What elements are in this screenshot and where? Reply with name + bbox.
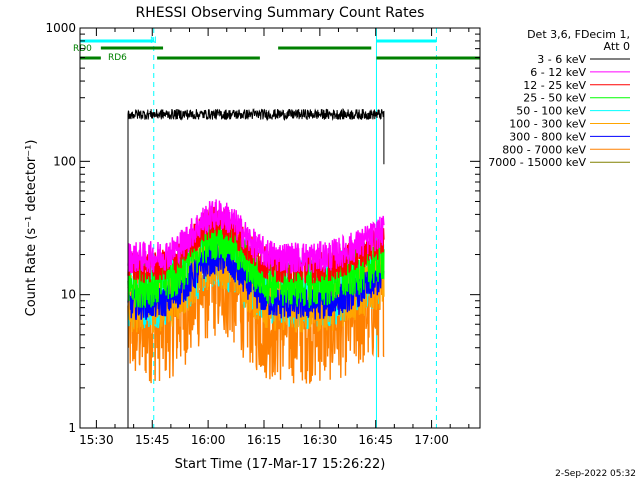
y-tick-label-1: 10 bbox=[61, 288, 76, 302]
x-tick-label-6: 17:00 bbox=[414, 433, 449, 447]
y-axis-label: Count Rate (s⁻¹ detector⁻¹) bbox=[24, 140, 39, 317]
y-tick-label-3: 1000 bbox=[45, 21, 76, 35]
legend-label-6: 300 - 800 keV bbox=[509, 130, 586, 143]
x-tick-label-1: 15:45 bbox=[135, 433, 170, 447]
axes: 15:30 15:45 16:00 16:15 16:30 16:45 17:00 1 10 10… bbox=[45, 21, 480, 447]
x-tick-label-5: 16:45 bbox=[358, 433, 393, 447]
x-tick-label-0: 15:30 bbox=[79, 433, 114, 447]
y-tick-label-0: 1 bbox=[68, 421, 76, 435]
legend-header-1: Att 0 bbox=[604, 40, 630, 53]
x-tick-label-2: 16:00 bbox=[191, 433, 226, 447]
series-line-1 bbox=[127, 199, 385, 274]
chart-title: RHESSI Observing Summary Count Rates bbox=[136, 5, 425, 21]
legend-label-8: 7000 - 15000 keV bbox=[488, 156, 586, 169]
legend-label-1: 6 - 12 keV bbox=[530, 66, 586, 79]
y-tick-label-2: 100 bbox=[53, 154, 76, 168]
legend-label-4: 50 - 100 keV bbox=[516, 105, 586, 118]
night-bar-label: N bbox=[150, 36, 157, 46]
x-axis-label: Start Time (17-Mar-17 15:26:22) bbox=[175, 457, 386, 472]
legend-label-5: 100 - 300 keV bbox=[509, 118, 586, 131]
legend-label-3: 25 - 50 keV bbox=[523, 92, 586, 105]
series-line-6 bbox=[127, 242, 385, 321]
series-line-0 bbox=[127, 107, 385, 428]
rd6-bar-label: RD6 bbox=[108, 53, 127, 63]
legend-header-0: Det 3,6, FDecim 1, bbox=[527, 28, 630, 41]
legend-label-7: 800 - 7000 keV bbox=[502, 143, 586, 156]
x-tick-label-4: 16:30 bbox=[303, 433, 338, 447]
plot-frame bbox=[79, 27, 481, 429]
legend-label-2: 12 - 25 keV bbox=[523, 79, 586, 92]
legend-label-0: 3 - 6 keV bbox=[537, 53, 586, 66]
x-tick-label-3: 16:15 bbox=[247, 433, 282, 447]
footer-timestamp: 2-Sep-2022 05:32 bbox=[555, 469, 636, 479]
